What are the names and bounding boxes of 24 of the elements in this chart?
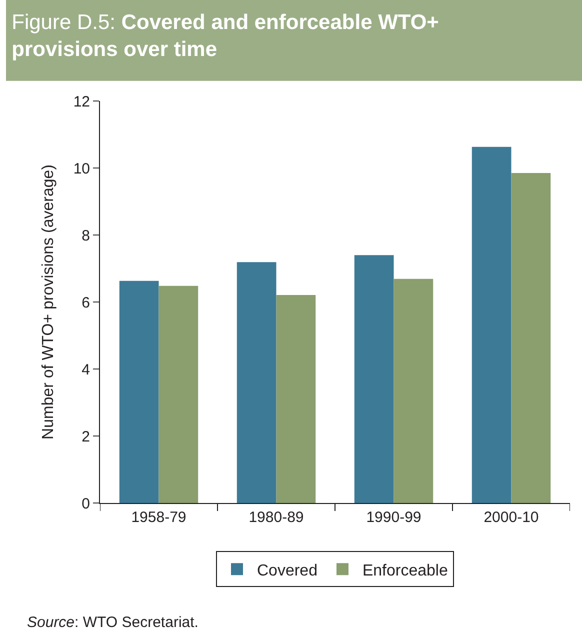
y-tick-label: 6	[82, 294, 90, 312]
bar	[119, 280, 159, 503]
y-tick-label: 2	[82, 428, 90, 446]
bar	[236, 262, 276, 503]
bar	[276, 294, 316, 503]
y-tick-label: 12	[73, 93, 90, 110]
y-tick-label: 0	[82, 495, 90, 512]
source-note: Source: WTO Secretariat.	[27, 614, 198, 631]
legend-label: Enforceable	[362, 562, 448, 580]
bar	[158, 286, 198, 503]
bar	[472, 146, 512, 503]
x-tick-label: 2000-10	[484, 509, 539, 526]
x-tick-label: 1990-99	[366, 509, 422, 526]
chart-title: Figure D.5: Covered and enforceable WTO+ provisions over time	[12, 10, 439, 62]
bar	[394, 278, 434, 503]
y-tick-label: 4	[82, 361, 90, 378]
y-tick-label: 10	[73, 160, 90, 178]
y-tick-label: 8	[82, 227, 90, 244]
y-axis-title: Number of WTO+ provisions (average)	[40, 164, 58, 440]
x-tick-label: 1958-79	[131, 509, 186, 526]
x-tick-label: 1980-89	[248, 509, 304, 526]
bar	[511, 173, 551, 503]
legend-label: Covered	[257, 562, 318, 580]
bar	[354, 255, 394, 503]
